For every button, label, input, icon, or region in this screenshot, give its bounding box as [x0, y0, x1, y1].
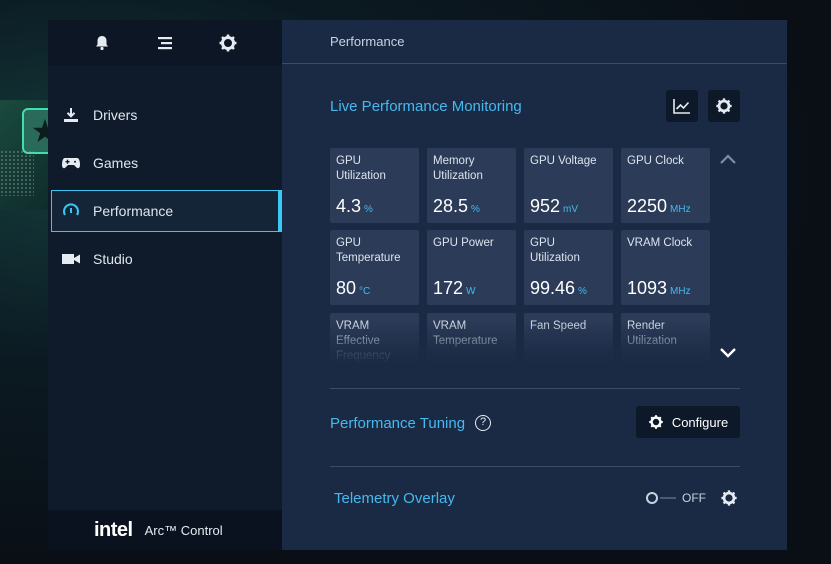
divider — [330, 388, 740, 389]
gear-icon — [649, 415, 663, 429]
line-chart-icon — [673, 99, 690, 114]
metric-label: GPU Temperature — [336, 237, 401, 264]
chart-view-button[interactable] — [666, 90, 698, 122]
divider — [330, 466, 740, 467]
metric-tile[interactable]: Render Utilization — [621, 313, 710, 366]
metric-label: VRAM Temperature — [433, 320, 498, 347]
configure-button[interactable]: Configure — [636, 406, 740, 438]
metric-label: GPU Voltage — [530, 155, 597, 167]
metric-value: 172 W — [433, 278, 476, 298]
metric-tile[interactable]: Memory Utilization 28.5% — [427, 148, 516, 223]
toggle-state-label: OFF — [682, 491, 706, 505]
sidebar-item-performance[interactable]: Performance — [51, 190, 282, 232]
metric-value: 952 mV — [530, 196, 579, 216]
gear-icon[interactable] — [218, 33, 238, 53]
sidebar-nav: Drivers Games Performance Studio — [48, 66, 282, 280]
performance-tuning-title: Performance Tuning — [330, 414, 466, 432]
metric-tile[interactable]: GPU Power 172 W — [427, 230, 516, 305]
download-icon — [61, 105, 81, 125]
metric-tile[interactable]: GPU Voltage 952 mV — [524, 148, 613, 223]
gauge-icon — [61, 201, 81, 221]
performance-tuning-row: Performance Tuning ? Configure — [330, 406, 740, 440]
metric-value: 4.3% — [336, 196, 373, 216]
metric-label: Fan Speed — [530, 320, 587, 332]
metric-tile[interactable]: GPU Clock 2250 MHz — [621, 148, 710, 223]
toggle-track — [660, 497, 676, 499]
sidebar-item-label: Games — [93, 155, 139, 171]
telemetry-settings-button[interactable] — [720, 489, 738, 512]
metric-tile[interactable]: VRAM Clock 1093 MHz — [621, 230, 710, 305]
telemetry-overlay-toggle[interactable]: OFF — [646, 491, 706, 505]
metric-tile[interactable]: GPU Utilization 4.3% — [330, 148, 419, 223]
metric-tile[interactable]: GPU Utilization 99.46% — [524, 230, 613, 305]
metric-value: 1093 MHz — [627, 278, 691, 298]
metric-value: 2250 MHz — [627, 196, 691, 216]
metric-tile[interactable]: VRAM Effective Frequency — [330, 313, 419, 366]
page-title: Performance — [282, 20, 787, 64]
sidebar-item-label: Performance — [93, 203, 174, 219]
metric-tile[interactable]: VRAM Temperature — [427, 313, 516, 366]
sidebar-item-label: Studio — [93, 251, 133, 267]
sidebar-footer: intel Arc™ Control — [48, 510, 282, 550]
telemetry-overlay-row: Telemetry Overlay OFF — [330, 481, 740, 515]
sidebar: Drivers Games Performance Studio intel A… — [48, 20, 282, 550]
metric-value: 80 °C — [336, 278, 371, 298]
gamepad-icon — [61, 153, 81, 173]
metric-tiles: GPU Utilization 4.3% Memory Utilization … — [330, 148, 714, 366]
main-panel: Performance Live Performance Monitoring … — [282, 20, 787, 550]
telemetry-overlay-title: Telemetry Overlay — [334, 489, 455, 507]
bell-icon[interactable] — [92, 33, 112, 53]
sidebar-item-label: Drivers — [93, 107, 138, 123]
metric-tile[interactable]: GPU Temperature 80 °C — [330, 230, 419, 305]
metric-label: GPU Power — [433, 237, 494, 249]
menu-icon[interactable] — [155, 33, 175, 53]
gear-icon — [721, 490, 737, 506]
sidebar-item-drivers[interactable]: Drivers — [51, 94, 279, 136]
monitoring-settings-button[interactable] — [708, 90, 740, 122]
metric-label: GPU Clock — [627, 155, 684, 167]
metric-label: Memory Utilization — [433, 155, 483, 182]
metric-label: VRAM Clock — [627, 237, 693, 249]
metric-value: 99.46% — [530, 278, 587, 298]
help-icon[interactable]: ? — [475, 415, 492, 431]
sidebar-item-studio[interactable]: Studio — [51, 238, 279, 280]
scroll-up-chevron-icon[interactable] — [718, 152, 738, 168]
intel-logo: intel — [94, 518, 133, 541]
metric-tile[interactable]: Fan Speed — [524, 313, 613, 366]
sidebar-item-games[interactable]: Games — [51, 142, 279, 184]
metric-label: Render Utilization — [627, 320, 677, 347]
video-camera-icon — [61, 249, 81, 269]
desktop-pattern — [0, 150, 34, 196]
live-monitoring-title: Live Performance Monitoring — [330, 97, 522, 115]
toggle-knob — [646, 492, 658, 504]
configure-label: Configure — [671, 414, 729, 430]
product-name: Arc™ Control — [144, 522, 223, 538]
sidebar-toolbar — [48, 20, 282, 66]
metric-label: GPU Utilization — [530, 237, 580, 264]
metric-value: 28.5% — [433, 196, 480, 216]
scroll-down-chevron-icon[interactable] — [718, 346, 738, 362]
live-monitoring-header: Live Performance Monitoring — [330, 90, 740, 122]
metric-label: VRAM Effective Frequency — [336, 320, 391, 362]
gear-icon — [716, 98, 732, 114]
metric-label: GPU Utilization — [336, 155, 386, 182]
